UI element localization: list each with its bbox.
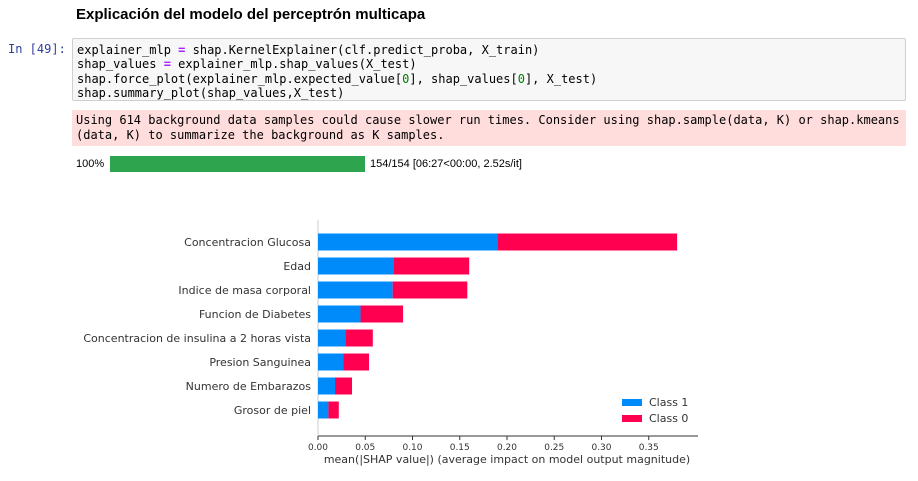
legend-label: Class 0 bbox=[649, 412, 688, 425]
bar-class-1-7 bbox=[318, 401, 329, 419]
cell-prompt: In [49]: bbox=[8, 42, 66, 56]
category-label: Concentracion de insulina a 2 horas vist… bbox=[83, 332, 311, 345]
x-tick-label: 0.15 bbox=[450, 443, 470, 453]
bar-class-0-7 bbox=[328, 401, 339, 419]
bar-class-1-5 bbox=[318, 353, 344, 371]
code-cell-input[interactable]: explainer_mlp = shap.KernelExplainer(clf… bbox=[72, 38, 906, 101]
stderr-warning-output: Using 614 background data samples could … bbox=[72, 110, 906, 146]
x-tick-label: 0.35 bbox=[639, 443, 659, 453]
bar-class-1-0 bbox=[318, 233, 498, 251]
bar-class-0-4 bbox=[345, 329, 373, 347]
code-line: shap.force_plot(explainer_mlp.expected_v… bbox=[77, 71, 598, 86]
category-label: Edad bbox=[283, 260, 311, 273]
code-line: shap.summary_plot(shap_values,X_test) bbox=[77, 85, 345, 100]
section-heading: Explicación del modelo del perceptrón mu… bbox=[76, 6, 426, 23]
x-tick-label: 0.25 bbox=[544, 443, 564, 453]
legend-label: Class 1 bbox=[649, 396, 688, 409]
bar-class-0-5 bbox=[343, 353, 370, 371]
category-label: Grosor de piel bbox=[234, 404, 311, 417]
bar-class-1-1 bbox=[318, 257, 394, 275]
bar-class-1-4 bbox=[318, 329, 346, 347]
category-label: Presion Sanguinea bbox=[209, 356, 311, 369]
x-tick-label: 0.05 bbox=[355, 443, 375, 453]
progress-bar-fill bbox=[110, 156, 365, 172]
x-tick-label: 0.20 bbox=[497, 443, 517, 453]
legend-swatch bbox=[622, 415, 642, 422]
progress-percent: 100% bbox=[76, 158, 105, 170]
x-axis-label: mean(|SHAP value|) (average impact on mo… bbox=[324, 453, 690, 466]
x-tick-label: 0.10 bbox=[402, 443, 422, 453]
category-label: Funcion de Diabetes bbox=[199, 308, 311, 321]
bar-class-0-3 bbox=[360, 305, 404, 323]
legend-swatch bbox=[622, 399, 642, 406]
bar-class-0-6 bbox=[335, 377, 353, 395]
category-label: Concentracion Glucosa bbox=[184, 236, 311, 249]
bar-class-0-0 bbox=[497, 233, 678, 251]
x-tick-label: 0.00 bbox=[308, 443, 328, 453]
bar-class-1-3 bbox=[318, 305, 361, 323]
category-label: Indice de masa corporal bbox=[178, 284, 311, 297]
code-line: shap_values = explainer_mlp.shap_values(… bbox=[77, 57, 417, 72]
bar-class-1-6 bbox=[318, 377, 336, 395]
bar-class-0-1 bbox=[393, 257, 470, 275]
code-line: explainer_mlp = shap.KernelExplainer(clf… bbox=[77, 43, 540, 57]
bar-class-1-2 bbox=[318, 281, 393, 299]
progress-bar bbox=[110, 156, 365, 172]
bar-class-0-2 bbox=[392, 281, 468, 299]
x-tick-label: 0.30 bbox=[591, 443, 611, 453]
category-label: Numero de Embarazos bbox=[186, 380, 312, 393]
progress-status: 154/154 [06:27<00:00, 2.52s/it] bbox=[370, 158, 522, 170]
